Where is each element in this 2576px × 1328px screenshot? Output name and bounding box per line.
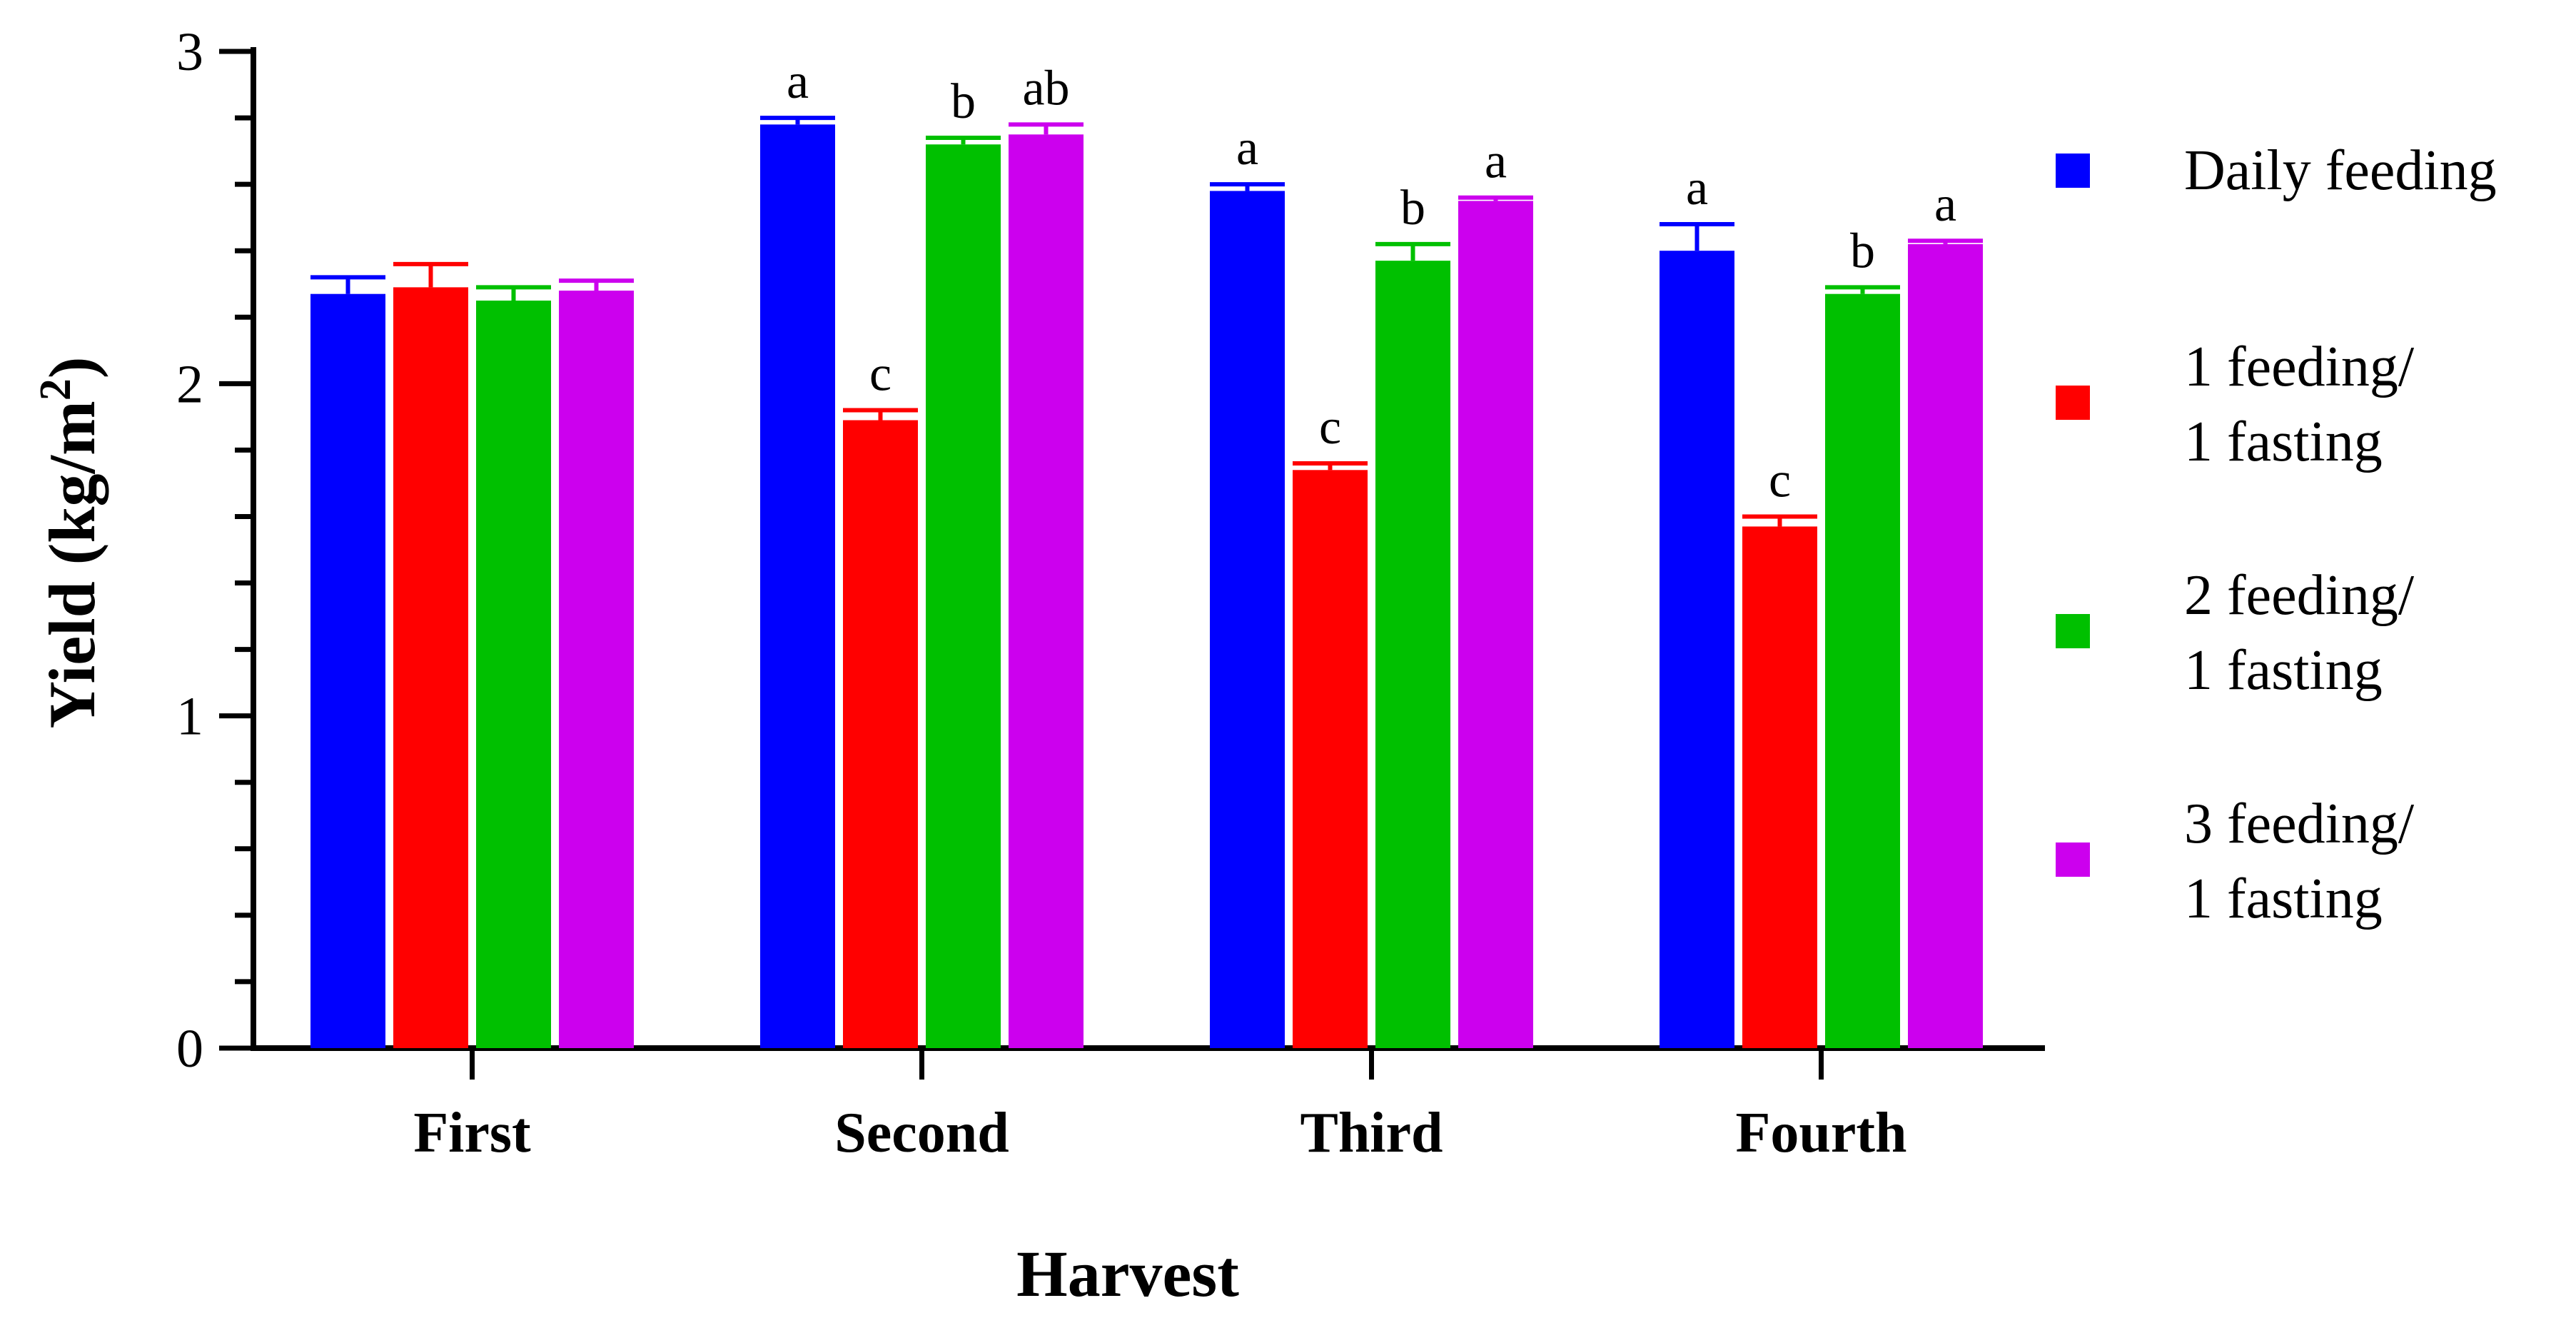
x-axis-title: Harvest [1016,1237,1239,1310]
bar [1375,261,1450,1048]
significance-letter: a [787,54,809,109]
legend-label-line: 3 feeding/ [2184,793,2415,855]
legend-label: 3 feeding/1 fasting [2184,793,2415,930]
legend-label: 1 feeding/1 fasting [2184,336,2415,473]
bar [843,420,918,1048]
bar [926,144,1001,1048]
y-tick-label: 2 [176,354,203,414]
x-tick-label: Fourth [1736,1102,1907,1164]
y-axis-title-suffix: ) [36,357,108,379]
bar [1660,251,1734,1049]
y-axis-title: Yield (kg/m2) [31,357,108,729]
significance-letter: ab [1022,61,1069,116]
legend-label-line: 2 feeding/ [2184,564,2415,627]
y-tick-label: 0 [176,1019,203,1079]
significance-letter: c [869,347,892,402]
significance-letter: a [1485,134,1507,189]
bar [1908,243,1983,1049]
bar [760,124,835,1049]
bar [1825,293,1900,1048]
legend-label-line: 1 feeding/ [2184,336,2415,398]
significance-letter: b [951,74,976,129]
significance-letter: a [1686,161,1708,216]
bar [1210,191,1285,1049]
legend-label-line: 1 fasting [2184,867,2383,930]
significance-letter: b [1400,181,1425,236]
significance-letter: b [1850,223,1875,278]
legend-label-line: 1 fasting [2184,411,2383,473]
significance-letter: c [1769,453,1791,508]
legend-swatch [2056,386,2090,420]
significance-letter: a [1934,177,1956,232]
bar [1742,526,1817,1048]
y-axis-title-superscript: 2 [31,378,80,401]
legend-label: 2 feeding/1 fasting [2184,564,2415,702]
bar [476,301,551,1048]
legend-label-line: 1 fasting [2184,639,2383,702]
bar [1293,470,1368,1048]
bar [393,287,468,1048]
bar [559,291,634,1048]
bar [1458,201,1533,1048]
significance-letter: c [1319,400,1341,455]
x-tick-label: Second [834,1102,1009,1164]
significance-letter: a [1236,121,1258,176]
legend-swatch [2056,614,2090,648]
y-tick-label: 1 [176,687,203,747]
bar [1009,134,1084,1048]
x-tick-label: Third [1300,1102,1443,1164]
y-tick-label: 3 [176,22,203,82]
y-axis-title-text: Yield (kg/m [36,401,108,728]
legend-label-line: Daily feeding [2184,139,2497,202]
legend-swatch [2056,842,2090,877]
legend-swatch [2056,154,2090,188]
bar [310,293,385,1048]
x-tick-label: First [413,1102,531,1164]
legend-label: Daily feeding [2184,139,2497,202]
